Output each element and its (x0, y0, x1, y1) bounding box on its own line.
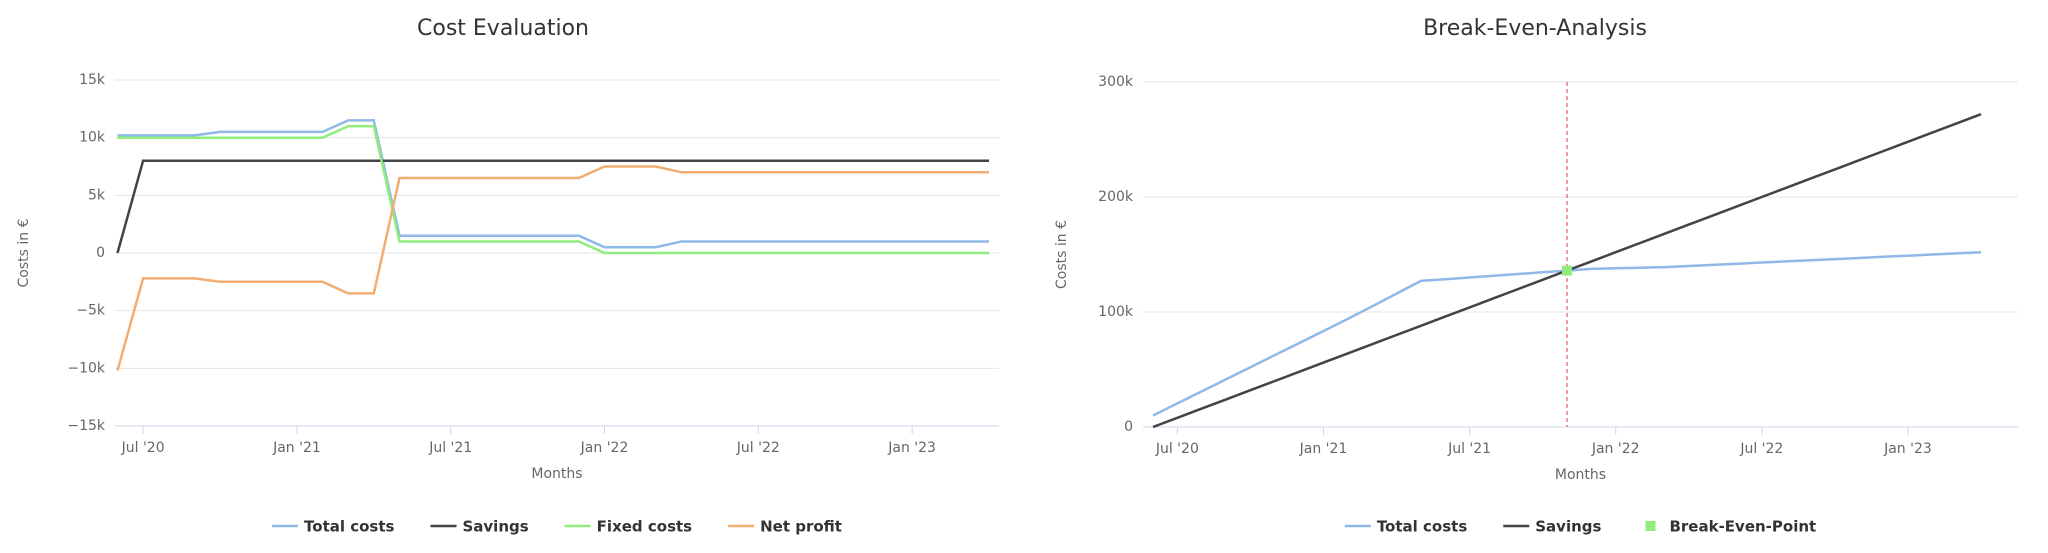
legend-label: Net profit (760, 518, 842, 536)
x-tick-label: Jul '21 (428, 440, 472, 456)
x-tick-label: Jul '20 (121, 440, 165, 456)
x-tick-label: Jan '23 (1883, 441, 1932, 457)
x-tick-label: Jan '21 (1299, 441, 1348, 457)
legend: Total costs Savings Break-Even-Point (1344, 518, 1816, 536)
series-line (117, 119, 989, 249)
y-tick-label: −15k (67, 418, 106, 434)
legend-label: Savings (462, 518, 528, 536)
series-line (116, 165, 989, 371)
legend-item: Total costs (1344, 518, 1467, 536)
x-axis-title: Months (1555, 467, 1606, 483)
x-tick-label: Jan '23 (887, 440, 936, 456)
legend-label: Total costs (1377, 518, 1467, 536)
x-tick-label: Jul '22 (736, 440, 780, 456)
y-tick-label: 10k (79, 130, 106, 146)
legend-symbol (1645, 521, 1656, 531)
x-tick-label: Jul '22 (1739, 441, 1783, 457)
legend-label: Savings (1535, 518, 1601, 536)
legend-label: Total costs (304, 518, 394, 536)
x-tick-label: Jan '22 (1591, 441, 1640, 457)
series-line (116, 159, 989, 254)
legend-item: Net profit (728, 518, 842, 536)
legend-label: Break-Even-Point (1669, 518, 1816, 536)
x-tick-label: Jul '21 (1447, 441, 1491, 457)
y-axis-title: Costs in € (1054, 220, 1070, 289)
y-tick-label: 200k (1098, 189, 1134, 205)
legend-item: Break-Even-Point (1645, 518, 1816, 536)
y-tick-label: −10k (67, 360, 106, 376)
chart-title: Break-Even-Analysis (1423, 16, 1647, 41)
y-tick-label: 100k (1098, 304, 1134, 320)
x-tick-label: Jan '22 (580, 440, 629, 456)
marker (1562, 265, 1572, 276)
series-line (117, 124, 989, 255)
legend-label: Fixed costs (597, 518, 692, 536)
y-axis-title: Costs in € (16, 219, 32, 288)
legend: Total costs Savings Fixed costs Net profit (272, 518, 842, 536)
x-tick-label: Jan '21 (272, 440, 321, 456)
legend-item: Fixed costs (564, 518, 692, 536)
legend-item: Total costs (272, 518, 395, 536)
y-tick-label: 5k (88, 187, 106, 203)
legend-item: Savings (1503, 518, 1602, 536)
y-tick-label: −5k (76, 303, 106, 319)
y-tick-label: 0 (1124, 419, 1133, 435)
legend-item: Savings (430, 518, 529, 536)
chart-title: Cost Evaluation (417, 16, 589, 41)
x-tick-label: Jul '20 (1155, 441, 1199, 457)
y-tick-label: 0 (96, 245, 105, 261)
y-tick-label: 300k (1098, 74, 1134, 90)
x-axis-title: Months (531, 466, 582, 482)
y-tick-label: 15k (79, 72, 106, 88)
